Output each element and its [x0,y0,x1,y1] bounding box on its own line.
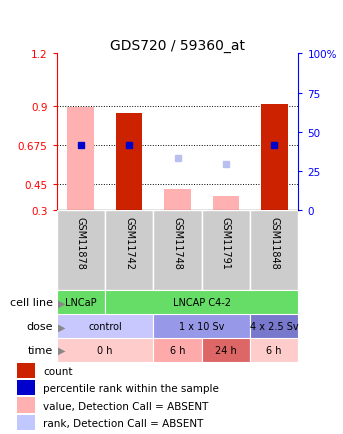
Bar [17,363,35,378]
Bar [153,339,202,362]
Bar [153,315,250,339]
Bar [105,291,298,315]
Text: ▶: ▶ [58,322,66,332]
Text: ▶: ▶ [58,345,66,355]
Text: GSM11791: GSM11791 [221,217,231,270]
Text: 4 x 2.5 Sv: 4 x 2.5 Sv [250,322,298,332]
Text: GSM11742: GSM11742 [124,217,134,270]
Bar [164,190,191,210]
Text: count: count [43,366,73,376]
Bar [250,315,298,339]
Text: 0 h: 0 h [97,345,113,355]
Bar [17,380,35,395]
Text: LNCaP: LNCaP [65,298,97,308]
Bar [57,315,153,339]
Text: 6 h: 6 h [170,345,185,355]
Text: ▶: ▶ [58,298,66,308]
Bar [261,105,287,210]
Text: dose: dose [27,322,53,332]
Text: value, Detection Call = ABSENT: value, Detection Call = ABSENT [43,401,209,411]
Text: 6 h: 6 h [267,345,282,355]
Text: GSM11848: GSM11848 [269,217,279,270]
Bar [17,398,35,413]
Bar [116,113,142,210]
Bar [105,210,153,291]
Text: rank, Detection Call = ABSENT: rank, Detection Call = ABSENT [43,418,203,428]
Bar [68,108,94,210]
Bar [202,210,250,291]
Text: time: time [28,345,53,355]
Text: GSM11748: GSM11748 [173,217,182,270]
Bar [57,210,105,291]
Bar [202,339,250,362]
Text: cell line: cell line [10,298,53,308]
Bar [213,197,239,210]
Bar [250,210,298,291]
Bar [17,415,35,430]
Bar [57,339,153,362]
Text: 24 h: 24 h [215,345,237,355]
Text: 1 x 10 Sv: 1 x 10 Sv [179,322,224,332]
Bar [250,339,298,362]
Text: control: control [88,322,122,332]
Bar [57,291,105,315]
Text: GSM11878: GSM11878 [76,217,86,270]
Text: LNCAP C4-2: LNCAP C4-2 [173,298,231,308]
Bar [153,210,202,291]
Text: percentile rank within the sample: percentile rank within the sample [43,384,219,393]
Title: GDS720 / 59360_at: GDS720 / 59360_at [110,39,245,53]
